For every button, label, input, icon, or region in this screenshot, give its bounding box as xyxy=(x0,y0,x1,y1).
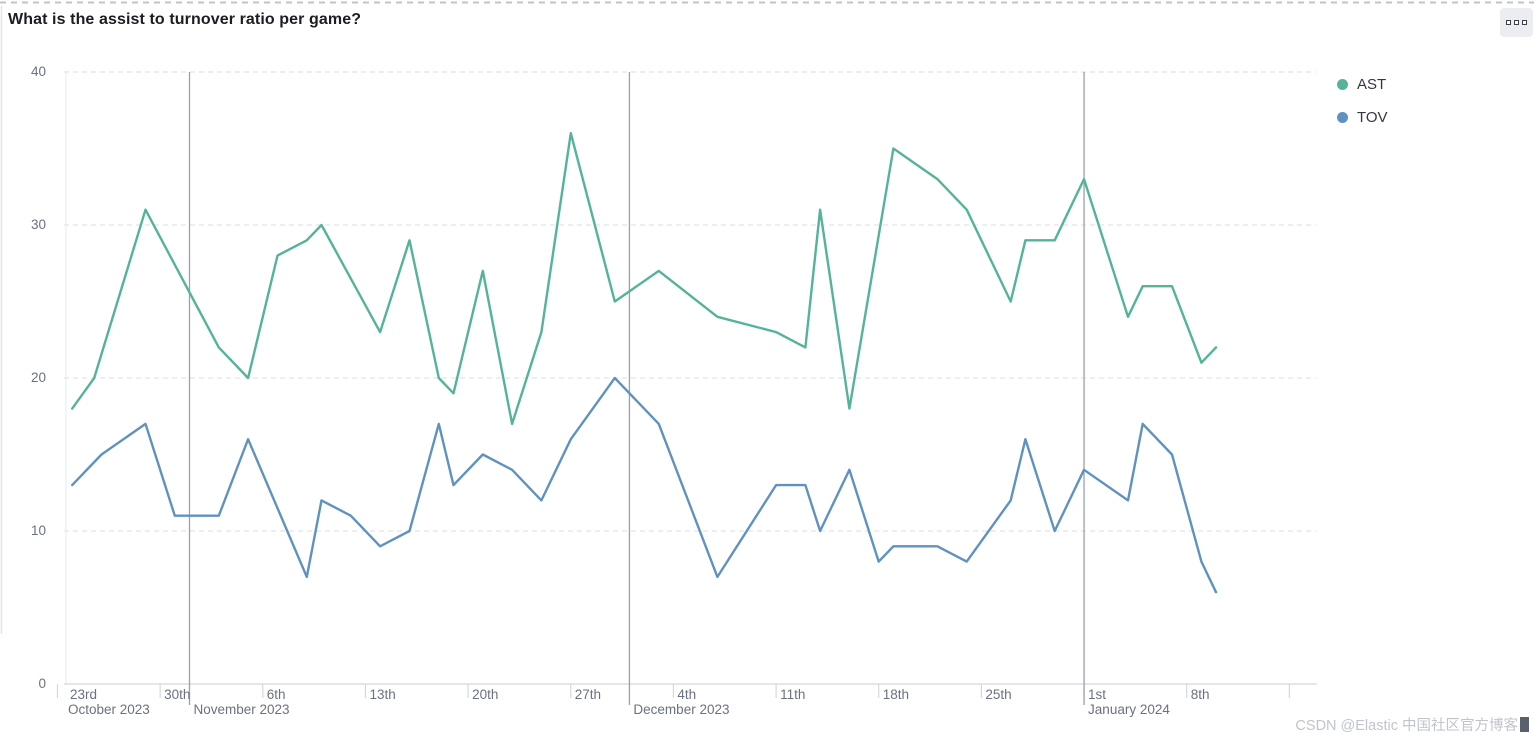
x-tick-label: 13th xyxy=(369,687,396,702)
y-tick-label: 10 xyxy=(30,523,46,538)
legend-label-tov: TOV xyxy=(1357,109,1388,126)
page-title: What is the assist to turnover ratio per… xyxy=(8,11,362,28)
watermark: CSDN @Elastic 中国社区官方博客 xyxy=(1295,714,1529,735)
x-tick-label: 27th xyxy=(574,687,602,702)
x-tick-label: 4th xyxy=(677,687,697,702)
legend-dot-ast-icon xyxy=(1337,79,1348,90)
x-tick-label: 18th xyxy=(882,687,910,702)
x-tick-label: 20th xyxy=(472,687,499,702)
x-tick-label: 30th xyxy=(164,687,191,702)
month-label: December 2023 xyxy=(633,702,730,717)
y-tick-label: 40 xyxy=(30,64,46,79)
boxes-horizontal-icon xyxy=(1506,20,1527,25)
watermark-text: CSDN @Elastic 中国社区官方博客 xyxy=(1295,718,1518,734)
tov-line xyxy=(70,376,1218,594)
cursor-block-icon xyxy=(1520,717,1529,732)
y-tick-label: 30 xyxy=(30,217,46,232)
x-tick-label: 6th xyxy=(266,687,286,702)
y-tick-label: 20 xyxy=(30,370,46,385)
ast-line xyxy=(70,131,1218,426)
x-tick-label: 25th xyxy=(985,687,1012,702)
legend-label-ast: AST xyxy=(1357,76,1387,93)
month-label: October 2023 xyxy=(68,702,150,717)
legend-dot-tov-icon xyxy=(1337,112,1348,123)
x-tick-label: 8th xyxy=(1190,687,1210,702)
x-tick-label: 23rd xyxy=(70,687,98,702)
panel-options-button[interactable] xyxy=(1500,8,1533,37)
month-label: November 2023 xyxy=(193,702,290,717)
legend-item-ast[interactable]: AST xyxy=(1337,72,1388,97)
x-tick-label: 1st xyxy=(1088,687,1107,702)
y-tick-label: 0 xyxy=(38,676,46,691)
chart-legend: AST TOV xyxy=(1337,72,1388,138)
month-label: January 2024 xyxy=(1088,702,1170,717)
legend-item-tov[interactable]: TOV xyxy=(1337,105,1388,130)
x-tick-label: 11th xyxy=(780,687,806,702)
